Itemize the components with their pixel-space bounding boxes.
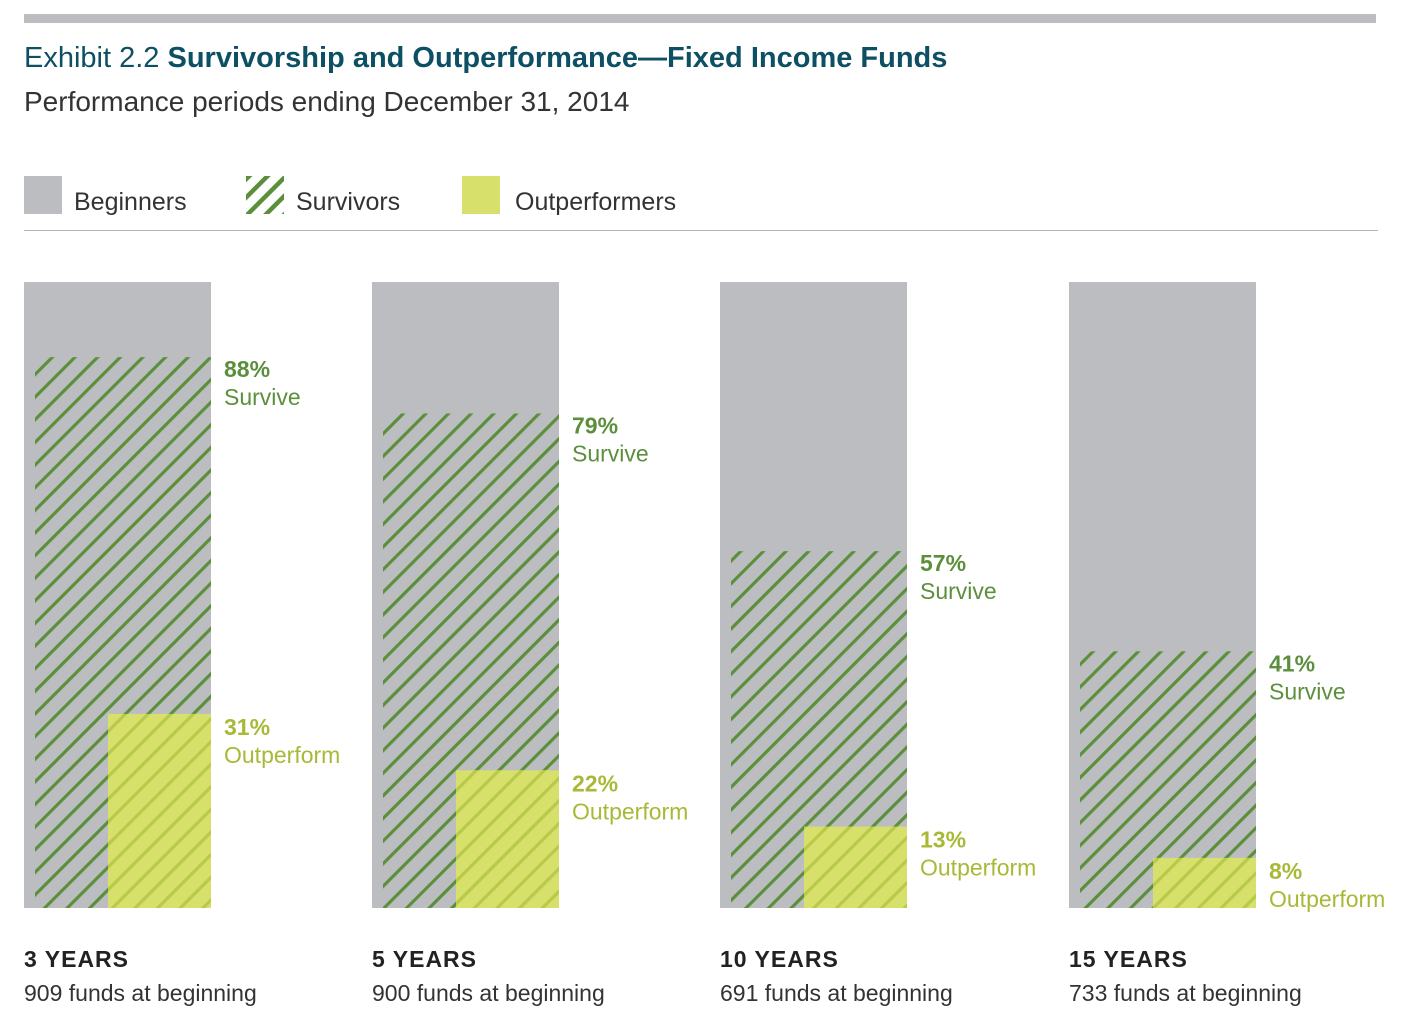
funds-at-beginning-label: 733 funds at beginning	[1069, 980, 1302, 1006]
outperform-word-label: Outperform	[572, 798, 688, 824]
bars-group: 88%Survive31%Outperform79%Survive22%Outp…	[24, 282, 1385, 912]
funds-at-beginning-label: 691 funds at beginning	[720, 980, 953, 1006]
outperformers-bar-stripes	[456, 770, 559, 908]
survive-word-label: Survive	[224, 384, 301, 410]
legend-swatch-survivors	[246, 176, 284, 214]
survive-word-label: Survive	[572, 440, 649, 466]
outperformers-bar-stripes	[108, 713, 211, 908]
survive-percent-label: 88%	[224, 356, 270, 382]
outperform-percent-label: 22%	[572, 770, 618, 796]
exhibit-number: Exhibit 2.2	[24, 42, 160, 74]
outperform-word-label: Outperform	[224, 742, 340, 768]
survive-word-label: Survive	[1269, 678, 1346, 704]
period-label: 3 YEARS	[24, 946, 130, 972]
title-text: Survivorship and Outperformance—Fixed In…	[167, 42, 948, 74]
legend-label-beginners: Beginners	[74, 188, 187, 216]
funds-at-beginning-label: 900 funds at beginning	[372, 980, 605, 1006]
period-label: 15 YEARS	[1069, 946, 1188, 972]
outperform-word-label: Outperform	[1269, 886, 1385, 912]
legend-swatch-beginners	[24, 176, 62, 214]
top-rule	[24, 14, 1376, 23]
outperform-word-label: Outperform	[920, 855, 1036, 881]
survive-percent-label: 79%	[572, 412, 618, 438]
chart-title: Exhibit 2.2 Survivorship and Outperforma…	[24, 42, 947, 75]
chart-subtitle: Performance periods ending December 31, …	[24, 86, 630, 117]
period-label: 10 YEARS	[720, 946, 839, 972]
outperform-percent-label: 8%	[1269, 858, 1302, 884]
outperform-percent-label: 31%	[224, 714, 270, 740]
period-label: 5 YEARS	[372, 946, 478, 972]
legend-label-outperformers: Outperformers	[515, 188, 677, 216]
survive-word-label: Survive	[920, 578, 997, 604]
outperformers-bar-stripes	[804, 826, 907, 908]
survive-percent-label: 57%	[920, 550, 966, 576]
legend-label-survivors: Survivors	[296, 188, 401, 216]
legend-divider	[24, 230, 1378, 231]
outperformers-bar-stripes	[1153, 857, 1256, 908]
outperform-percent-label: 13%	[920, 827, 966, 853]
survive-percent-label: 41%	[1269, 650, 1315, 676]
funds-at-beginning-label: 909 funds at beginning	[24, 980, 257, 1006]
legend-swatch-outperformers	[462, 176, 500, 214]
